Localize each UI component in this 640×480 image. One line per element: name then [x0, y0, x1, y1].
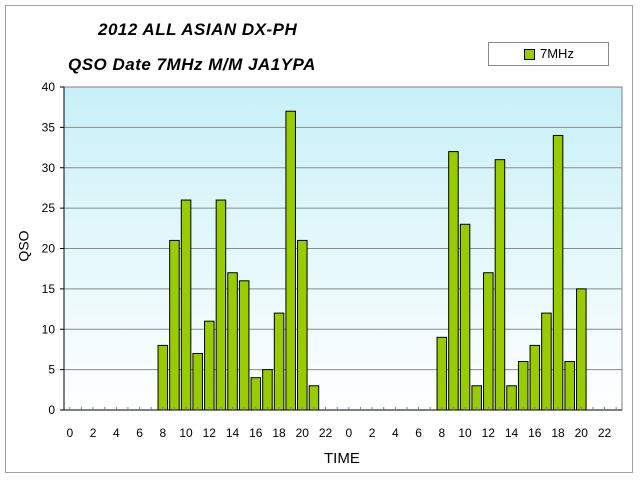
legend-swatch [524, 49, 535, 60]
x-tick-label: 10 [179, 426, 193, 440]
y-tick-label: 20 [42, 242, 56, 256]
x-tick-label: 8 [438, 426, 445, 440]
x-tick-label: 14 [226, 426, 240, 440]
x-axis-label: TIME [324, 450, 360, 467]
y-tick-label: 15 [42, 282, 56, 296]
x-tick-label: 18 [551, 426, 565, 440]
bar [238, 280, 250, 411]
bar [169, 239, 180, 411]
y-axis-label: QSO [15, 230, 32, 262]
x-tick-label: 20 [575, 426, 589, 440]
y-tick-label: 10 [42, 322, 56, 336]
y-tick-label: 35 [42, 120, 56, 134]
bar [297, 239, 308, 411]
y-tick-label: 25 [42, 201, 56, 215]
bar [180, 199, 192, 411]
x-tick-label: 4 [392, 426, 399, 440]
bar [250, 377, 262, 411]
gridlines [64, 126, 622, 371]
y-tick-label: 5 [48, 363, 55, 377]
bar [215, 199, 227, 411]
x-tick-label: 12 [203, 426, 217, 440]
x-tick-label: 12 [482, 426, 496, 440]
bar [192, 352, 203, 411]
y-tick-label: 40 [42, 80, 56, 94]
x-tick-label: 22 [598, 426, 612, 440]
x-tick-label: 20 [296, 426, 310, 440]
bar [273, 312, 285, 411]
bar [471, 385, 482, 411]
bar [285, 110, 296, 411]
chart-title: 2012 ALL ASIAN DX-PH [98, 20, 298, 39]
x-tick-label: 0 [66, 426, 73, 440]
x-tick-label: 2 [90, 426, 97, 440]
bars [157, 110, 587, 411]
x-tick-label: 14 [505, 426, 519, 440]
x-tick-label: 16 [528, 426, 542, 440]
bar [459, 223, 471, 411]
x-tick-label: 8 [159, 426, 166, 440]
x-tick-label: 22 [319, 426, 333, 440]
bar [204, 320, 215, 411]
x-tick-label: 6 [136, 426, 143, 440]
bar [448, 151, 459, 411]
bar [576, 288, 587, 411]
x-tick-label: 2 [369, 426, 376, 440]
x-tick-label: 0 [345, 426, 352, 440]
bar [436, 336, 448, 411]
bar [529, 344, 541, 411]
y-tick-labels: 0 5 10 15 20 25 30 35 40 [42, 80, 64, 417]
bar [517, 361, 529, 411]
bar [494, 159, 506, 411]
x-tick-label: 10 [458, 426, 472, 440]
chart-subtitle: QSO Date 7MHz M/M JA1YPA [68, 55, 316, 74]
x-tick-label: 6 [415, 426, 422, 440]
x-tick-label: 4 [113, 426, 120, 440]
bar [308, 385, 320, 411]
bar [262, 369, 273, 411]
x-tick-label: 18 [272, 426, 286, 440]
y-tick-label: 30 [42, 161, 56, 175]
bar [564, 361, 575, 411]
bar [552, 134, 564, 411]
bar [506, 385, 517, 411]
x-tick-labels: 0 2 4 6 8 10 12 14 16 18 20 22 0 2 4 6 8 10 12 14 16 18 20 22 [66, 426, 611, 440]
bar [157, 344, 169, 411]
legend: 7MHz [488, 42, 609, 66]
y-tick-label: 0 [48, 403, 55, 417]
bar [227, 272, 238, 411]
bar [483, 272, 494, 411]
bar [541, 312, 552, 411]
legend-label: 7MHz [540, 46, 574, 61]
x-tick-label: 16 [249, 426, 263, 440]
